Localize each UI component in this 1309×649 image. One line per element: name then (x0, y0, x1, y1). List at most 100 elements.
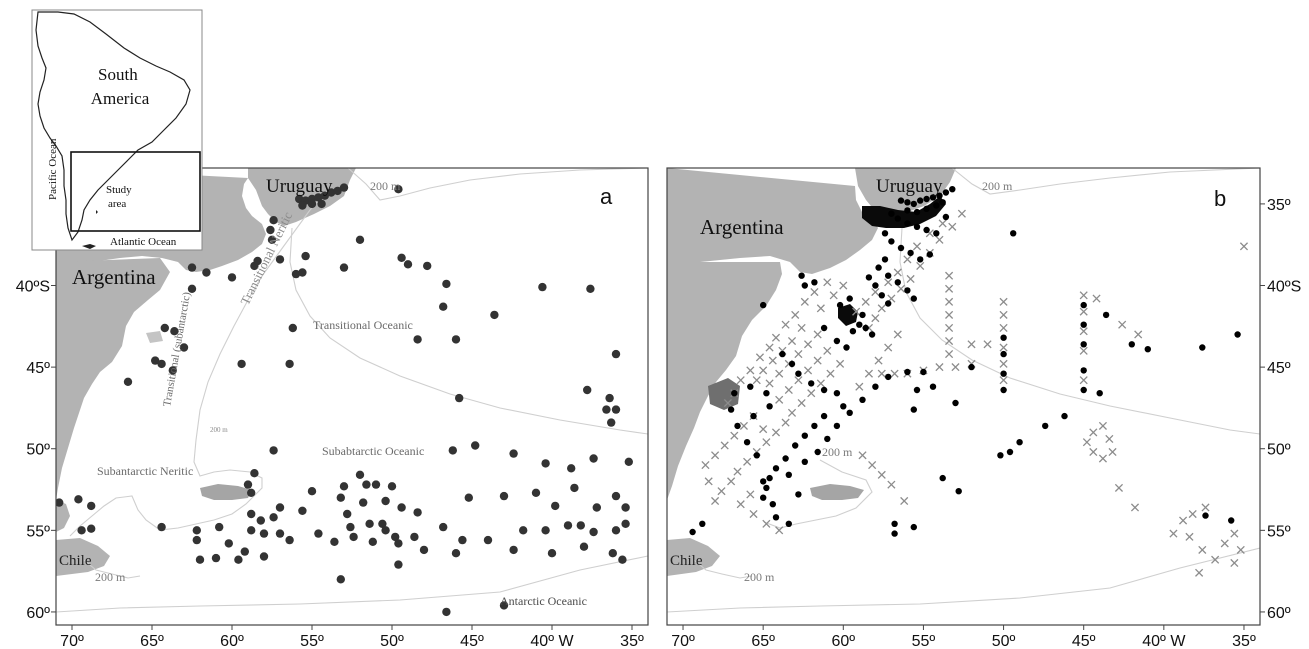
station-dot (846, 409, 853, 416)
station-cross (1082, 438, 1091, 447)
station-dot (551, 501, 560, 511)
inset-study-line-1: Study (106, 184, 132, 196)
station-cross (945, 350, 954, 359)
station-dot (747, 383, 754, 390)
inset-study-area-box (70, 151, 201, 232)
station-dot (541, 526, 550, 535)
station-dot (419, 545, 429, 555)
label-isobath-bottom-b: 200 m (744, 570, 775, 584)
station-dot (192, 535, 201, 545)
station-dot (247, 509, 256, 519)
station-dot (320, 191, 329, 200)
station-cross (945, 284, 954, 293)
lon-tick-label: 70º (671, 633, 695, 649)
station-cross (1079, 291, 1088, 300)
station-cross (945, 297, 954, 306)
lon-tick-label: 40º W (530, 633, 574, 649)
station-dot (464, 493, 473, 502)
station-cross (951, 363, 960, 372)
station-dot (355, 470, 365, 479)
station-dot (605, 393, 614, 403)
station-cross (999, 323, 1008, 333)
station-dot (968, 363, 975, 371)
lon-tick-label: 60º (220, 633, 244, 649)
station-cross (730, 431, 739, 440)
station-cross (813, 356, 822, 365)
station-cross (1089, 428, 1098, 437)
label-isobath-top-b: 200 m (982, 179, 1013, 193)
station-dot (202, 268, 211, 277)
station-cross (826, 369, 835, 378)
station-dot (339, 183, 349, 192)
station-cross (999, 376, 1008, 385)
station-cross (1079, 327, 1088, 336)
station-dot (820, 412, 828, 420)
station-dot (442, 279, 451, 289)
station-dot (618, 555, 627, 564)
lat-tick-label: 45º (26, 360, 50, 377)
station-cross (1236, 545, 1245, 554)
label-argentina-b: Argentina (700, 215, 784, 239)
station-cross (794, 376, 803, 385)
station-dot (750, 412, 757, 420)
station-dot (929, 194, 937, 201)
station-dot (397, 503, 406, 512)
station-dot (269, 513, 278, 522)
station-dot (607, 418, 616, 427)
station-cross (720, 441, 729, 450)
station-dot (567, 464, 576, 473)
station-dot (743, 439, 751, 446)
lat-tick-label: 55º (1267, 523, 1291, 540)
station-dot (365, 519, 374, 528)
panel-letter-b: b (1214, 186, 1226, 211)
station-dot (378, 519, 387, 528)
station-dot (897, 197, 905, 204)
station-dot (1006, 448, 1014, 456)
station-cross (893, 268, 902, 277)
station-dot (355, 235, 365, 244)
station-dot (583, 385, 592, 395)
station-dot (336, 493, 345, 502)
lat-tick-label: 40ºS (1267, 279, 1301, 296)
station-cross (1079, 307, 1088, 316)
station-dot (808, 380, 815, 387)
station-dot (1000, 370, 1007, 377)
station-dot (327, 188, 336, 197)
station-dot (343, 509, 352, 519)
station-dot (913, 386, 921, 394)
station-dot (187, 263, 197, 272)
station-dot (250, 469, 259, 478)
station-dot (519, 526, 528, 535)
station-cross (999, 297, 1008, 306)
station-dot (168, 366, 177, 375)
station-cross (1239, 242, 1249, 251)
station-dot (920, 368, 927, 376)
station-cross (903, 255, 912, 264)
station-cross (887, 480, 896, 489)
station-dot (833, 422, 841, 430)
station-cross (746, 490, 755, 499)
station-dot (547, 549, 557, 558)
station-cross (807, 389, 816, 398)
station-dot (579, 542, 589, 551)
station-dot (1010, 230, 1017, 237)
station-dot (939, 199, 946, 206)
station-dot (339, 482, 349, 491)
station-dot (589, 527, 598, 537)
station-dot (455, 393, 464, 403)
station-dot (840, 403, 847, 410)
station-dot (256, 516, 265, 525)
station-dot (56, 498, 64, 507)
inset-label-atlantic: Atlantic Ocean (110, 236, 177, 248)
station-cross (743, 457, 752, 466)
station-cross (945, 310, 954, 319)
station-dot (689, 528, 696, 536)
station-dot (766, 403, 773, 410)
station-cross (797, 323, 806, 333)
station-dot (868, 331, 876, 338)
lat-tick-label: 45º (1267, 360, 1291, 377)
station-dot (394, 560, 403, 569)
station-dot (811, 422, 818, 430)
station-cross (1130, 503, 1140, 512)
station-dot (381, 496, 390, 506)
